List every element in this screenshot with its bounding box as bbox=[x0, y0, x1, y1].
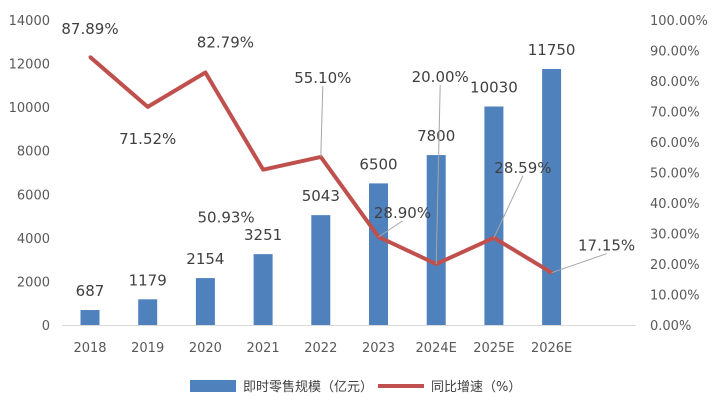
bar-series bbox=[80, 69, 562, 326]
right-axis-tick-label: 40.00% bbox=[650, 197, 700, 212]
bar bbox=[195, 278, 215, 325]
bar-value-label: 10030 bbox=[470, 78, 518, 96]
bar-value-label: 11750 bbox=[528, 41, 576, 59]
right-axis-tick-label: 50.00% bbox=[650, 167, 700, 182]
line-value-label: 50.93% bbox=[197, 209, 254, 227]
right-axis-tick-label: 80.00% bbox=[650, 75, 700, 90]
left-axis-tick-label: 8000 bbox=[17, 145, 50, 160]
right-axis-tick-label: 10.00% bbox=[650, 289, 700, 304]
line-point bbox=[88, 55, 92, 59]
legend: 即时零售规模（亿元） 同比增速（%） bbox=[190, 379, 521, 395]
left-axis-tick-label: 6000 bbox=[17, 188, 50, 203]
x-axis-tick-label: 2018 bbox=[73, 341, 106, 356]
line-value-label: 55.10% bbox=[294, 69, 351, 87]
right-axis-tick-label: 30.00% bbox=[650, 228, 700, 243]
right-axis-tick-label: 20.00% bbox=[650, 258, 700, 273]
right-axis-ticks: 0.00% 10.00% 20.00% 30.00% 40.00% 50.00% 60.00… bbox=[650, 14, 708, 334]
bar-value-label: 3251 bbox=[244, 226, 282, 244]
line-value-label: 28.90% bbox=[374, 204, 431, 222]
leader-line bbox=[551, 253, 607, 274]
leader-line bbox=[378, 220, 403, 238]
bar bbox=[426, 155, 446, 325]
bar bbox=[253, 254, 273, 325]
x-axis-ticks: 2018 2019 2020 2021 2022 2023 2024E 2025E 2026E bbox=[73, 341, 572, 356]
leader-line bbox=[320, 85, 324, 157]
left-axis-tick-label: 14000 bbox=[9, 14, 50, 29]
left-axis-tick-label: 0 bbox=[42, 319, 50, 334]
left-axis-tick-label: 12000 bbox=[9, 58, 50, 73]
left-axis-tick-label: 2000 bbox=[17, 275, 50, 290]
line-value-label: 87.89% bbox=[61, 20, 118, 38]
line-point bbox=[146, 105, 150, 109]
x-axis-tick-label: 2023 bbox=[362, 341, 395, 356]
x-axis-tick-label: 2021 bbox=[247, 341, 280, 356]
bar-value-label: 687 bbox=[76, 282, 105, 300]
line-point bbox=[203, 70, 207, 74]
left-axis-tick-label: 4000 bbox=[17, 232, 50, 247]
bar bbox=[542, 69, 562, 326]
left-axis-tick-label: 10000 bbox=[9, 101, 50, 116]
x-axis-tick-label: 2025E bbox=[473, 341, 514, 356]
line-point bbox=[261, 168, 265, 172]
bar-value-label: 2154 bbox=[186, 250, 224, 268]
leader-line bbox=[493, 175, 524, 239]
right-axis-tick-label: 90.00% bbox=[650, 45, 700, 60]
x-axis-tick-label: 2022 bbox=[304, 341, 337, 356]
left-axis-ticks: 0 2000 4000 6000 8000 10000 12000 14000 bbox=[9, 14, 50, 334]
line-value-label: 20.00% bbox=[412, 68, 469, 86]
legend-label-line: 同比增速（%） bbox=[431, 380, 521, 395]
line-value-label: 17.15% bbox=[578, 237, 635, 255]
x-axis-tick-label: 2020 bbox=[189, 341, 222, 356]
right-axis-tick-label: 70.00% bbox=[650, 106, 700, 121]
bar bbox=[369, 183, 388, 325]
bar bbox=[311, 215, 331, 325]
x-axis-tick-label: 2026E bbox=[531, 341, 572, 356]
line-value-label: 71.52% bbox=[119, 130, 176, 148]
bar-value-label: 1179 bbox=[129, 271, 167, 289]
bar bbox=[138, 299, 158, 325]
right-axis-tick-label: 0.00% bbox=[650, 319, 691, 334]
bar bbox=[484, 106, 504, 325]
line-value-label: 82.79% bbox=[197, 33, 254, 51]
bar-value-label: 5043 bbox=[302, 187, 340, 205]
leader-line bbox=[435, 84, 441, 265]
bar-value-label: 6500 bbox=[359, 155, 397, 173]
line-value-label: 28.59% bbox=[494, 159, 551, 177]
right-axis-tick-label: 100.00% bbox=[650, 14, 708, 29]
bar-data-labels: 687 1179 2154 3251 5043 6500 7800 10030 11750 bbox=[76, 41, 576, 300]
right-axis-tick-label: 60.00% bbox=[650, 136, 700, 151]
x-axis-tick-label: 2024E bbox=[416, 341, 457, 356]
line-data-labels: 87.89% 71.52% 82.79% 50.93% 55.10% 28.90% 20.0… bbox=[61, 20, 635, 274]
bar bbox=[80, 310, 100, 325]
x-axis-tick-label: 2019 bbox=[131, 341, 164, 356]
legend-swatch-bar bbox=[190, 380, 236, 392]
legend-label-bar: 即时零售规模（亿元） bbox=[243, 379, 373, 395]
bar-value-label: 7800 bbox=[417, 127, 455, 145]
